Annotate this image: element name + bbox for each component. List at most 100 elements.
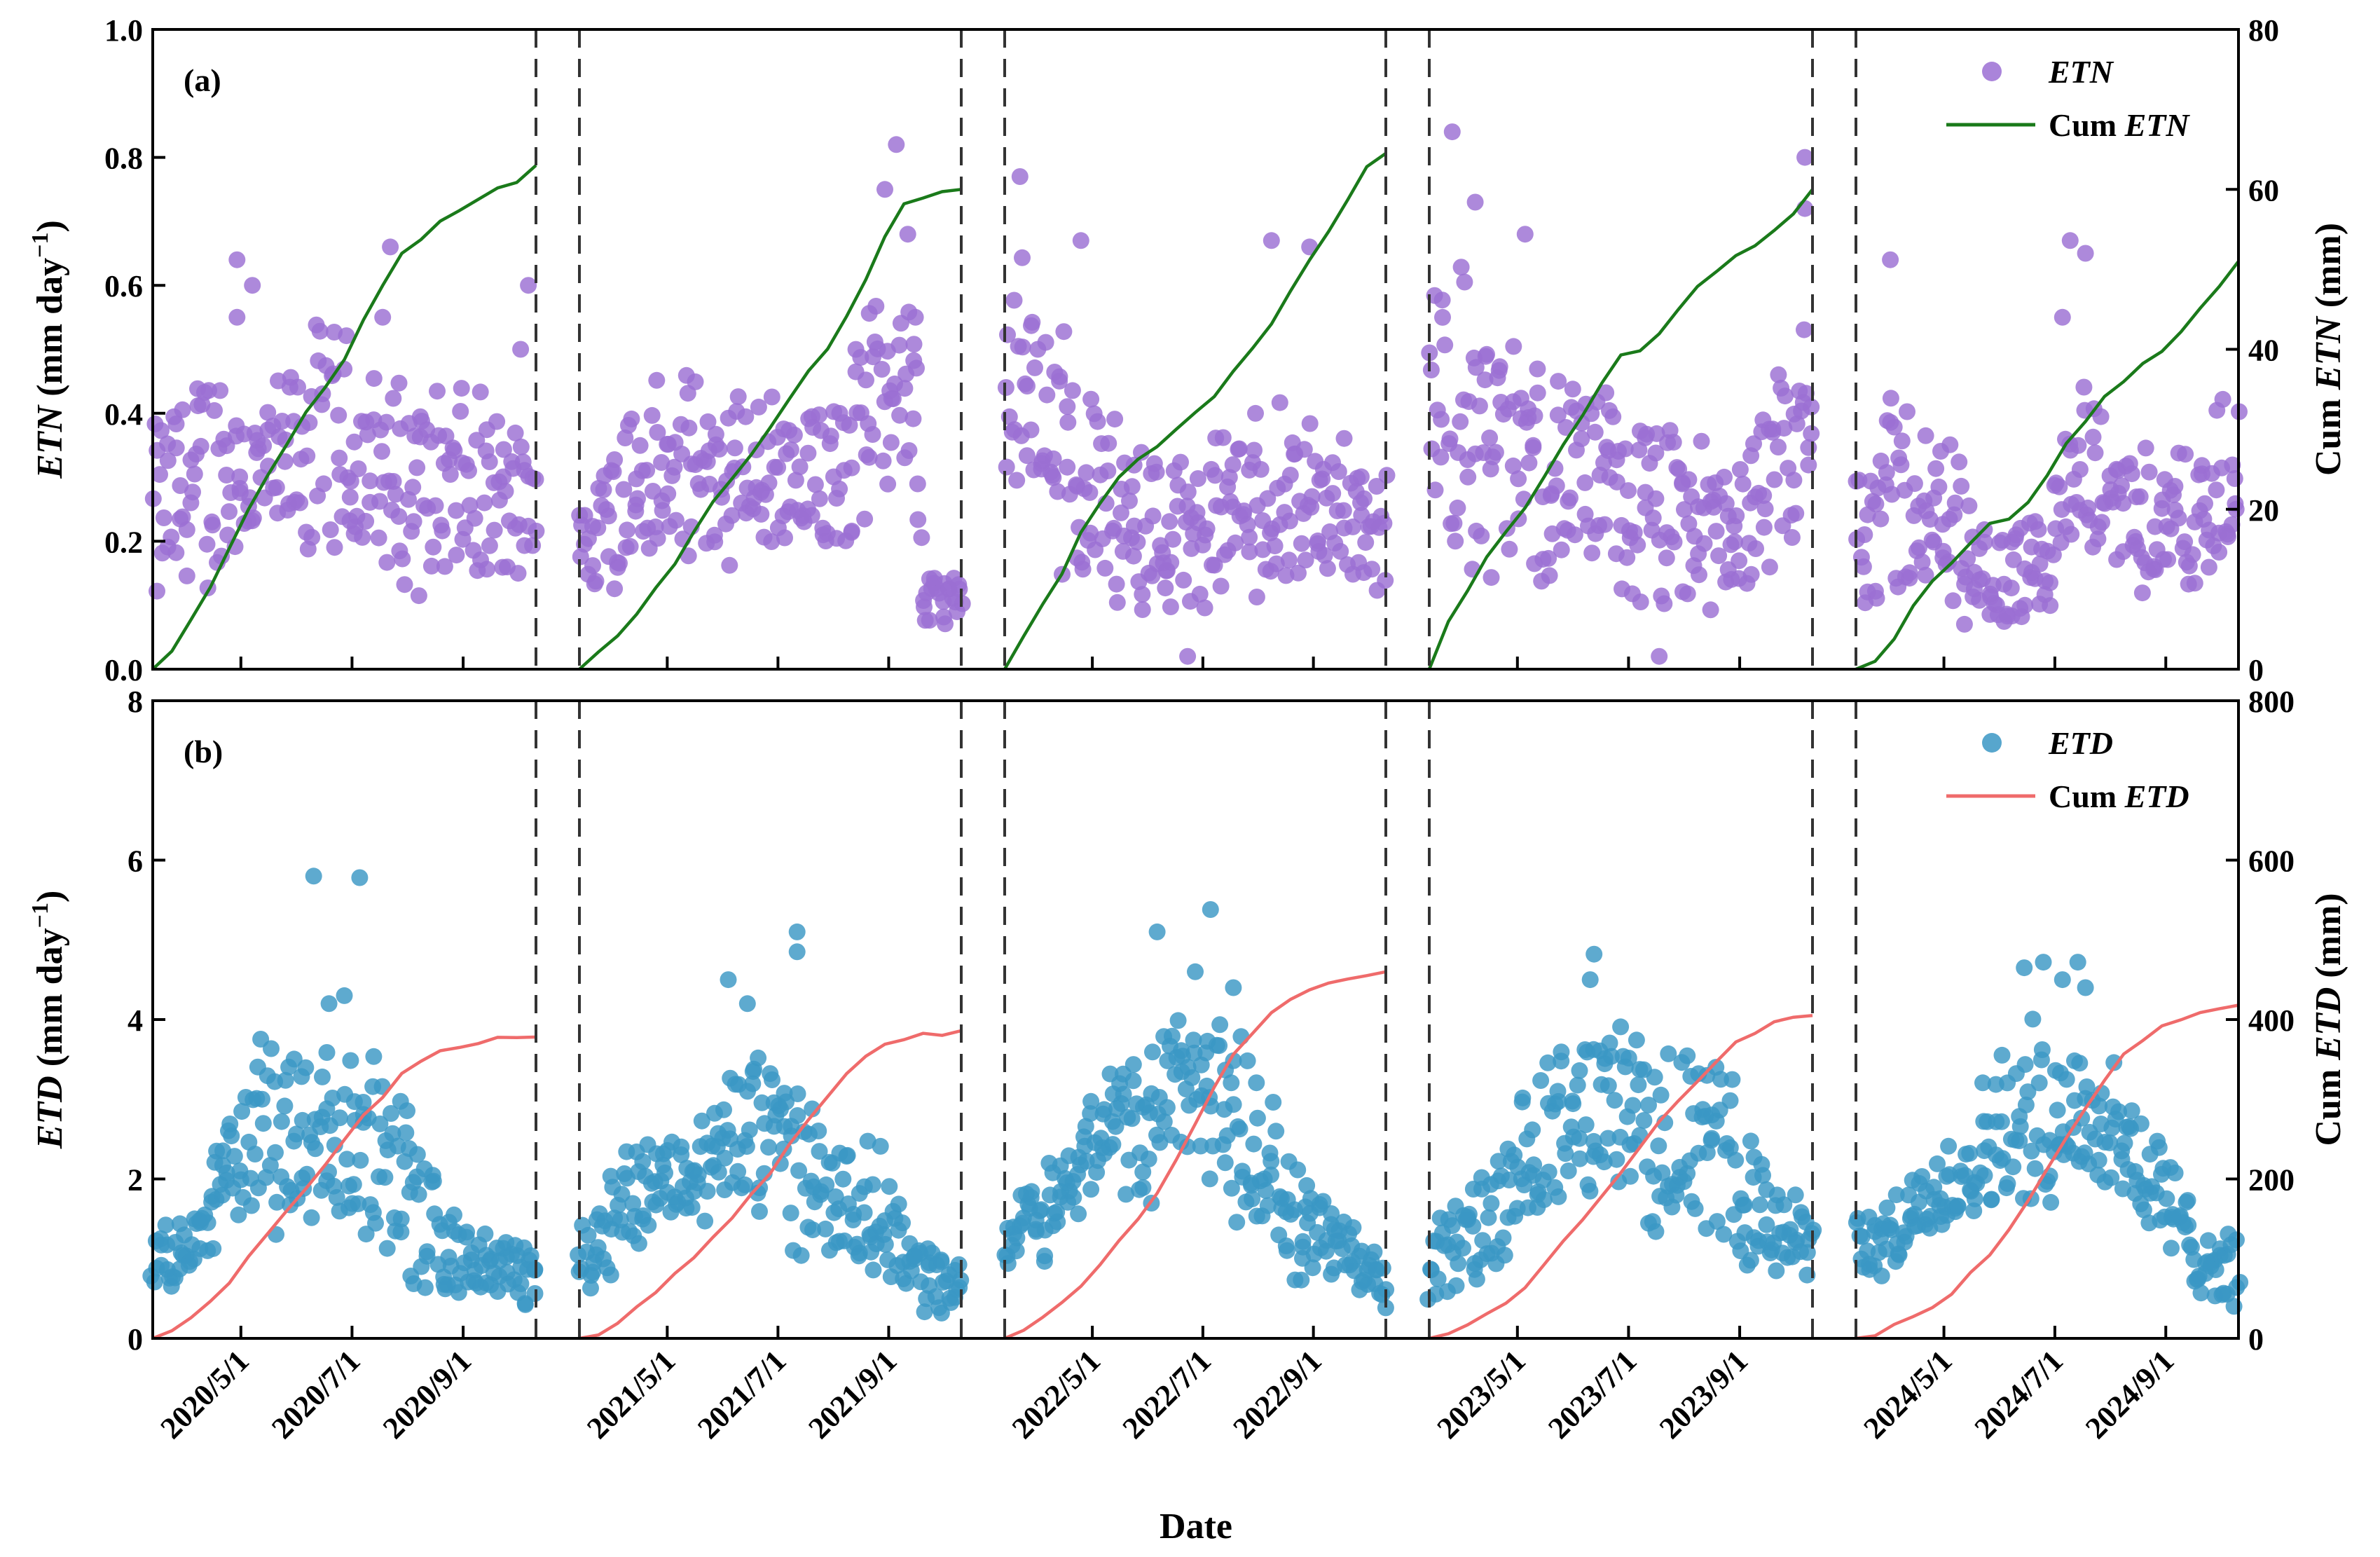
data-point	[481, 453, 498, 470]
data-point	[860, 448, 878, 466]
data-point	[382, 238, 399, 256]
data-point	[1805, 1221, 1822, 1239]
data-point	[723, 507, 741, 524]
x-tick-label: 2024/9/1	[2079, 1343, 2180, 1445]
data-point	[1882, 251, 1899, 268]
data-point	[1872, 510, 1890, 528]
y-tick-label: 0.8	[104, 142, 143, 176]
data-point	[750, 398, 767, 416]
data-point	[1755, 519, 1773, 536]
data-point	[2146, 518, 2164, 535]
x-tick-label: 2023/5/1	[1431, 1343, 1532, 1445]
data-point	[1524, 1121, 1541, 1139]
data-point	[1702, 601, 1719, 619]
data-point	[1231, 1120, 1249, 1138]
data-point	[387, 486, 404, 503]
data-point	[1082, 1105, 1099, 1123]
data-point	[1022, 421, 1040, 439]
data-point	[2131, 488, 2149, 505]
data-point	[1770, 439, 1787, 455]
data-point	[631, 437, 649, 454]
data-point	[602, 1266, 619, 1284]
data-point	[872, 1137, 889, 1155]
data-point	[881, 1178, 898, 1195]
data-point	[1679, 585, 1696, 603]
data-point	[1882, 390, 1899, 407]
data-point	[1459, 468, 1477, 486]
data-point	[1072, 232, 1089, 249]
segment-2023	[1421, 123, 1820, 670]
data-point	[1608, 1151, 1625, 1168]
data-point	[864, 426, 881, 443]
data-point	[1158, 1099, 1176, 1116]
data-point	[1747, 540, 1764, 557]
data-point	[376, 1169, 394, 1186]
legend-marker	[1982, 733, 2002, 753]
data-point	[1878, 464, 1895, 481]
data-point	[2075, 378, 2093, 396]
data-point	[1377, 1299, 1394, 1317]
data-point	[338, 327, 355, 345]
data-point	[1596, 516, 1614, 533]
data-point	[476, 494, 493, 512]
data-point	[342, 1052, 359, 1069]
data-point	[322, 521, 339, 538]
data-point	[1433, 291, 1451, 309]
data-point	[1115, 1085, 1132, 1103]
data-point	[1491, 358, 1508, 376]
data-point	[1724, 1071, 1741, 1088]
data-point	[338, 1151, 356, 1168]
data-point	[405, 513, 422, 530]
data-point	[2114, 495, 2132, 512]
data-point	[763, 533, 780, 550]
data-point	[782, 1205, 799, 1222]
data-point	[710, 1163, 727, 1181]
data-point	[2011, 1132, 2028, 1149]
data-point	[1023, 1183, 1040, 1200]
data-point	[2170, 509, 2187, 527]
data-point	[891, 406, 909, 424]
data-point	[2049, 1102, 2066, 1119]
data-point	[696, 1212, 714, 1230]
data-point	[907, 308, 924, 326]
data-point	[1070, 1205, 1087, 1223]
data-point	[1196, 599, 1213, 617]
data-point	[1148, 923, 1166, 940]
data-point	[1107, 1118, 1124, 1135]
data-point	[624, 1195, 642, 1212]
data-point	[1679, 1047, 1696, 1064]
data-point	[1564, 380, 1581, 398]
data-point	[371, 1115, 389, 1132]
data-point	[1796, 321, 1812, 338]
data-point	[1478, 345, 1495, 363]
data-point	[311, 322, 329, 340]
data-point	[288, 1125, 305, 1143]
data-point	[1906, 475, 1923, 493]
data-point	[751, 1202, 768, 1220]
data-point	[584, 557, 601, 575]
data-point	[1728, 507, 1745, 524]
data-point	[1456, 273, 1473, 291]
data-point	[1803, 398, 1820, 416]
data-point	[277, 1071, 294, 1089]
data-point	[1014, 249, 1031, 266]
data-point	[425, 538, 442, 556]
legend: ETD Cum ETD	[1946, 725, 2189, 814]
data-point	[785, 426, 803, 444]
data-point	[1993, 1046, 2011, 1064]
data-point	[153, 422, 170, 439]
data-point	[1259, 1197, 1277, 1214]
data-point	[1201, 1170, 1218, 1188]
data-point	[2090, 1151, 2107, 1169]
data-point	[326, 539, 343, 556]
data-point	[689, 1166, 707, 1184]
data-point	[1162, 598, 1179, 615]
data-point	[1293, 1271, 1310, 1289]
data-point	[244, 277, 261, 294]
data-point	[163, 528, 180, 546]
data-point	[763, 388, 780, 406]
data-point	[408, 459, 426, 476]
cum-line-2021	[578, 188, 962, 671]
data-point	[916, 1303, 933, 1321]
data-point	[1228, 1214, 1246, 1231]
